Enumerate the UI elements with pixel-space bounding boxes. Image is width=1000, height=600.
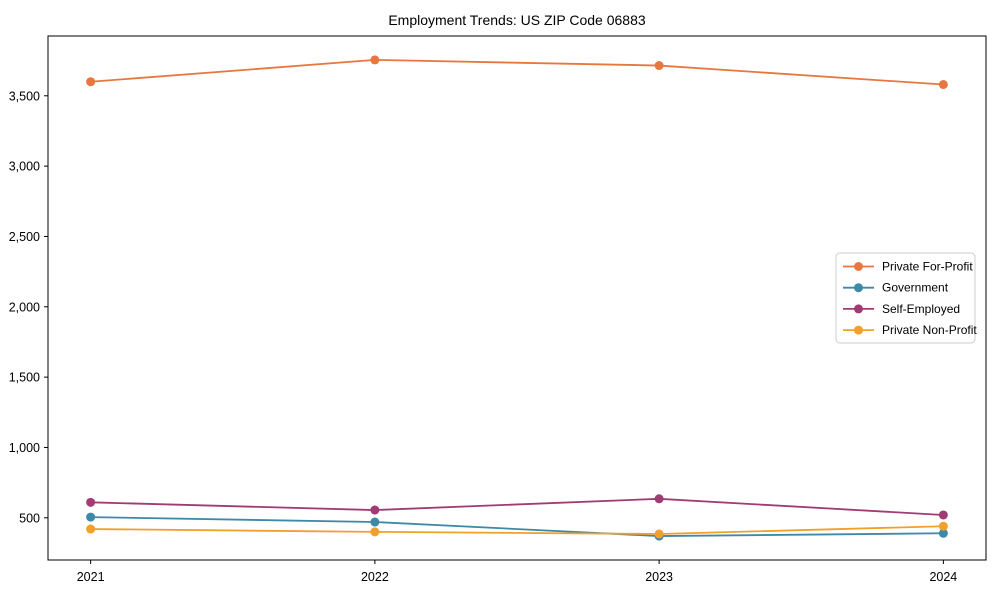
data-point-private-for-profit <box>938 80 948 90</box>
data-point-self-employed <box>86 497 96 507</box>
legend-marker-dot <box>854 262 863 271</box>
data-point-government <box>370 517 380 527</box>
series-line-private-non-profit <box>90 525 944 535</box>
data-point-self-employed <box>938 510 948 520</box>
legend-label: Private For-Profit <box>882 260 973 274</box>
legend-marker-dot <box>854 304 863 314</box>
data-point-private-non-profit <box>654 529 664 539</box>
y-tick-label: 3,000 <box>9 160 40 174</box>
legend-label: Private Non-Profit <box>882 323 977 337</box>
y-tick-label: 2,500 <box>9 230 40 244</box>
data-point-private-non-profit <box>370 527 380 537</box>
legend-marker-dot <box>854 325 863 335</box>
legend-label: Government <box>882 281 949 295</box>
data-point-government <box>86 512 96 522</box>
y-tick-label: 500 <box>19 511 40 525</box>
x-tick-label: 2023 <box>645 570 673 584</box>
data-point-private-non-profit <box>86 524 96 534</box>
y-tick-label: 1,500 <box>9 371 40 385</box>
data-point-self-employed <box>370 505 380 515</box>
x-tick-label: 2022 <box>361 570 389 584</box>
y-tick-label: 1,000 <box>9 441 40 455</box>
legend-box <box>835 252 976 344</box>
chart-title: Employment Trends: US ZIP Code 06883 <box>388 12 646 28</box>
x-tick-label: 2021 <box>77 570 105 584</box>
legend-label: Self-Employed <box>882 302 960 316</box>
series-line-private-for-profit <box>90 59 944 86</box>
y-tick-label: 2,000 <box>9 300 40 314</box>
x-tick-label: 2024 <box>929 570 957 584</box>
y-tick-label: 3,500 <box>9 89 40 103</box>
data-point-self-employed <box>654 494 664 504</box>
series-line-self-employed <box>90 497 944 516</box>
series-line-government <box>90 516 944 537</box>
data-point-private-for-profit <box>370 55 380 65</box>
data-point-private-non-profit <box>938 521 948 531</box>
data-point-government <box>938 528 948 538</box>
data-point-private-for-profit <box>86 77 96 87</box>
data-point-private-for-profit <box>654 61 664 71</box>
plot-frame <box>47 35 987 561</box>
legend-marker-dot <box>854 283 863 293</box>
